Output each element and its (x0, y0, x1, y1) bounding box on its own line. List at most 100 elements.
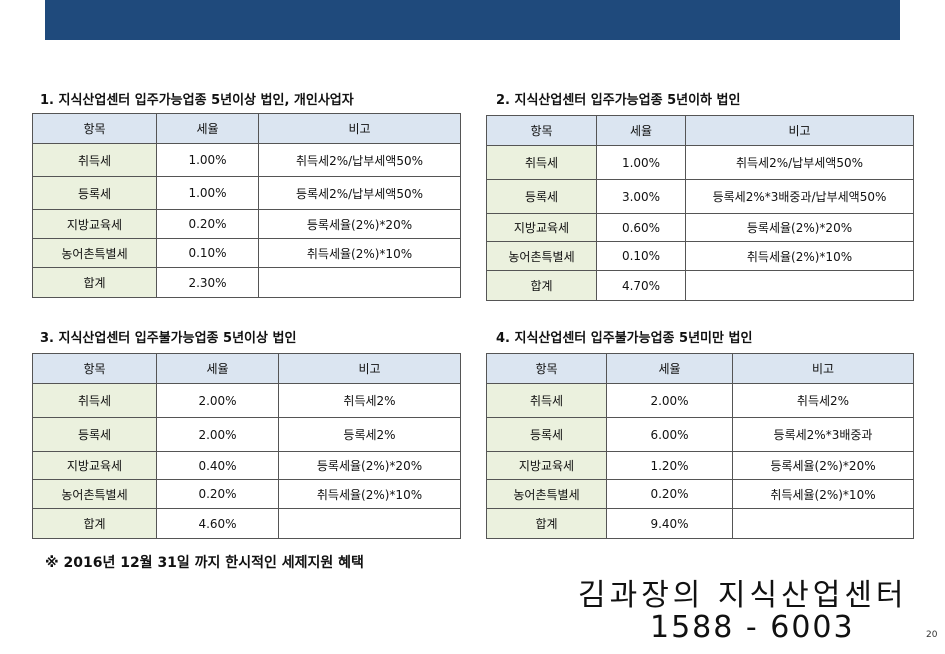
header-item: 항목 (486, 353, 607, 384)
table-row: 등록세 6.00% 등록세2%*3배중과 (486, 417, 914, 452)
section-2-title: 2. 지식산업센터 입주가능업종 5년이하 법인 (496, 93, 741, 108)
page-number: 20 (926, 630, 938, 640)
tax-table-3: 항목 세율 비고 취득세 2.00% 취득세2% 등록세 2.00% 등록세2%… (32, 353, 461, 539)
header-rate: 세율 (606, 353, 733, 384)
row-note: 취득세2% (278, 383, 461, 418)
row-rate: 4.60% (156, 508, 279, 539)
table-row: 등록세 3.00% 등록세2%*3배중과/납부세액50% (486, 179, 914, 214)
table-row: 지방교육세 0.20% 등록세율(2%)*20% (32, 209, 461, 239)
row-rate: 1.20% (606, 451, 733, 480)
row-note (278, 508, 461, 539)
row-item: 취득세 (32, 143, 157, 177)
header-note: 비고 (732, 353, 914, 384)
table-row: 취득세 1.00% 취득세2%/납부세액50% (486, 145, 914, 180)
row-note: 취득세2% (732, 383, 914, 418)
row-rate: 6.00% (606, 417, 733, 452)
row-item: 지방교육세 (486, 451, 607, 480)
row-rate: 0.20% (156, 209, 259, 239)
row-rate: 1.00% (156, 176, 259, 210)
row-note: 취득세율(2%)*10% (685, 241, 914, 271)
row-rate: 1.00% (596, 145, 686, 180)
row-item: 등록세 (486, 417, 607, 452)
row-rate: 0.20% (606, 479, 733, 509)
row-note (685, 270, 914, 301)
row-rate: 2.00% (156, 383, 279, 418)
row-note: 취득세율(2%)*10% (732, 479, 914, 509)
table-row-total: 합계 9.40% (486, 508, 914, 539)
row-rate: 3.00% (596, 179, 686, 214)
row-rate: 2.00% (156, 417, 279, 452)
header-note: 비고 (278, 353, 461, 384)
table-row: 농어촌특별세 0.20% 취득세율(2%)*10% (486, 479, 914, 509)
table-row: 취득세 2.00% 취득세2% (486, 383, 914, 418)
tax-table-1: 항목 세율 비고 취득세 1.00% 취득세2%/납부세액50% 등록세 1.0… (32, 113, 461, 298)
row-rate: 0.10% (156, 238, 259, 268)
row-item: 지방교육세 (32, 451, 157, 480)
row-item: 농어촌특별세 (486, 241, 597, 271)
row-item: 농어촌특별세 (32, 238, 157, 268)
row-rate: 2.30% (156, 267, 259, 298)
row-item: 합계 (32, 267, 157, 298)
row-note: 등록세율(2%)*20% (278, 451, 461, 480)
table-row: 취득세 1.00% 취득세2%/납부세액50% (32, 143, 461, 177)
table-row: 지방교육세 0.40% 등록세율(2%)*20% (32, 451, 461, 480)
row-item: 등록세 (32, 417, 157, 452)
header-note: 비고 (258, 113, 461, 144)
row-note: 등록세2%*3배중과/납부세액50% (685, 179, 914, 214)
row-note: 등록세율(2%)*20% (685, 213, 914, 242)
table-row: 취득세 2.00% 취득세2% (32, 383, 461, 418)
row-item: 지방교육세 (486, 213, 597, 242)
header-item: 항목 (486, 115, 597, 146)
header-rate: 세율 (596, 115, 686, 146)
row-rate: 0.40% (156, 451, 279, 480)
table-row: 지방교육세 1.20% 등록세율(2%)*20% (486, 451, 914, 480)
row-note (258, 267, 461, 298)
row-rate: 1.00% (156, 143, 259, 177)
row-item: 합계 (32, 508, 157, 539)
row-item: 취득세 (486, 145, 597, 180)
header-item: 항목 (32, 113, 157, 144)
row-item: 취득세 (32, 383, 157, 418)
header-rate: 세율 (156, 353, 279, 384)
table-row: 등록세 2.00% 등록세2% (32, 417, 461, 452)
row-note: 등록세2%/납부세액50% (258, 176, 461, 210)
row-item: 등록세 (32, 176, 157, 210)
header-note: 비고 (685, 115, 914, 146)
table-row: 등록세 1.00% 등록세2%/납부세액50% (32, 176, 461, 210)
row-rate: 0.10% (596, 241, 686, 271)
header-rate: 세율 (156, 113, 259, 144)
tax-table-4: 항목 세율 비고 취득세 2.00% 취득세2% 등록세 6.00% 등록세2%… (486, 353, 914, 539)
row-rate: 0.60% (596, 213, 686, 242)
row-item: 합계 (486, 270, 597, 301)
row-note: 등록세2%*3배중과 (732, 417, 914, 452)
table-row-total: 합계 4.70% (486, 270, 914, 301)
table-row: 농어촌특별세 0.10% 취득세율(2%)*10% (32, 238, 461, 268)
row-item: 합계 (486, 508, 607, 539)
table-row: 지방교육세 0.60% 등록세율(2%)*20% (486, 213, 914, 242)
footnote: ※ 2016년 12월 31일 까지 한시적인 세제지원 혜택 (45, 555, 364, 571)
brand-title: 김과장의 지식산업센터 (578, 578, 908, 613)
section-4-title: 4. 지식산업센터 입주불가능업종 5년미만 법인 (496, 331, 753, 346)
row-item: 지방교육세 (32, 209, 157, 239)
table-header-row: 항목 세율 비고 (32, 113, 461, 144)
row-item: 취득세 (486, 383, 607, 418)
row-rate: 4.70% (596, 270, 686, 301)
table-row-total: 합계 4.60% (32, 508, 461, 539)
row-note: 등록세율(2%)*20% (258, 209, 461, 239)
row-item: 농어촌특별세 (32, 479, 157, 509)
table-header-row: 항목 세율 비고 (486, 353, 914, 384)
table-header-row: 항목 세율 비고 (32, 353, 461, 384)
row-note: 취득세2%/납부세액50% (685, 145, 914, 180)
row-note: 등록세2% (278, 417, 461, 452)
table-row: 농어촌특별세 0.10% 취득세율(2%)*10% (486, 241, 914, 271)
section-3-title: 3. 지식산업센터 입주불가능업종 5년이상 법인 (40, 331, 297, 346)
row-rate: 9.40% (606, 508, 733, 539)
table-row-total: 합계 2.30% (32, 267, 461, 298)
row-note: 취득세율(2%)*10% (278, 479, 461, 509)
row-note: 취득세2%/납부세액50% (258, 143, 461, 177)
section-1-title: 1. 지식산업센터 입주가능업종 5년이상 법인, 개인사업자 (40, 93, 354, 108)
row-rate: 0.20% (156, 479, 279, 509)
header-item: 항목 (32, 353, 157, 384)
table-header-row: 항목 세율 비고 (486, 115, 914, 146)
row-note: 취득세율(2%)*10% (258, 238, 461, 268)
